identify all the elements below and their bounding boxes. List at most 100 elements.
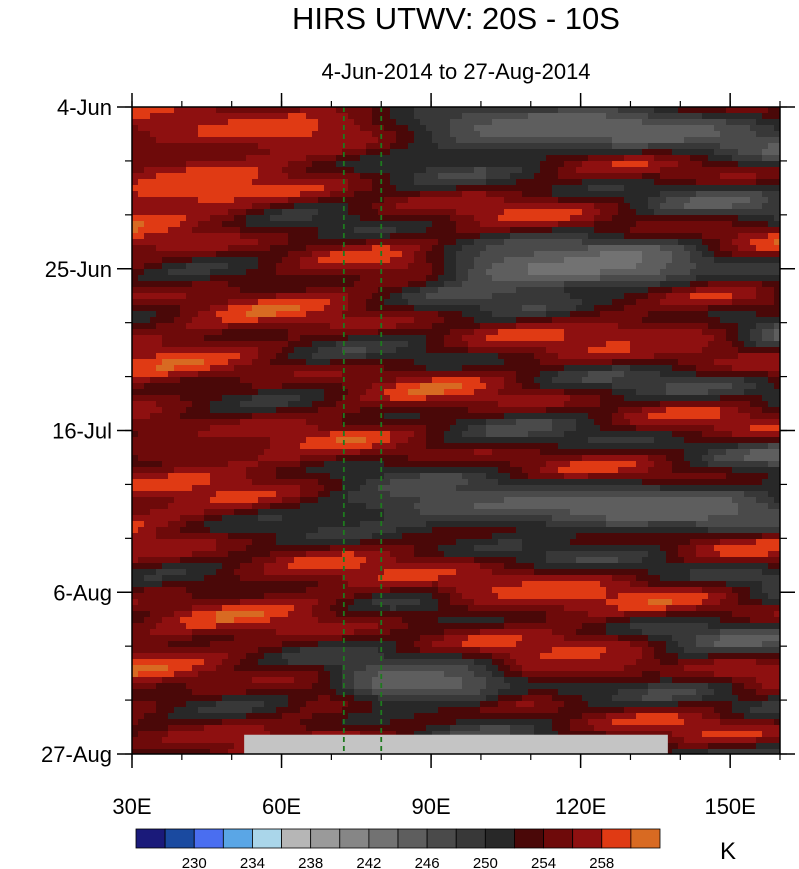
field-cell: [276, 329, 283, 336]
field-cell: [456, 287, 463, 294]
field-cell: [186, 257, 193, 264]
field-cell: [678, 161, 685, 168]
field-cell: [192, 365, 199, 372]
field-cell: [750, 239, 757, 246]
field-cell: [750, 197, 757, 204]
field-cell: [468, 347, 475, 354]
field-cell: [660, 197, 667, 204]
field-cell: [732, 329, 739, 336]
field-cell: [594, 371, 601, 378]
field-cell: [336, 185, 343, 192]
field-cell: [138, 191, 145, 198]
field-cell: [330, 263, 337, 270]
field-cell: [720, 245, 727, 252]
field-cell: [438, 275, 445, 282]
field-cell: [312, 227, 319, 234]
field-cell: [642, 371, 649, 378]
field-cell: [492, 329, 499, 336]
field-cell: [492, 221, 499, 228]
field-cell: [390, 341, 397, 348]
field-cell: [756, 131, 763, 138]
field-cell: [552, 365, 559, 372]
field-cell: [630, 263, 637, 270]
field-cell: [768, 209, 775, 216]
field-cell: [360, 329, 367, 336]
field-cell: [660, 137, 667, 144]
field-cell: [666, 347, 673, 354]
field-cell: [534, 323, 541, 330]
field-cell: [738, 311, 745, 318]
field-cell: [342, 173, 349, 180]
field-cell: [432, 179, 439, 186]
field-cell: [672, 191, 679, 198]
field-cell: [228, 257, 235, 264]
field-cell: [270, 299, 277, 306]
field-cell: [306, 137, 313, 144]
field-cell: [438, 347, 445, 354]
field-cell: [666, 317, 673, 324]
field-cell: [174, 329, 181, 336]
field-cell: [528, 371, 535, 378]
field-cell: [630, 257, 637, 264]
field-cell: [294, 341, 301, 348]
field-cell: [162, 227, 169, 234]
field-cell: [504, 173, 511, 180]
field-cell: [132, 341, 139, 348]
field-cell: [156, 179, 163, 186]
field-cell: [564, 323, 571, 330]
field-cell: [702, 335, 709, 342]
field-cell: [612, 347, 619, 354]
field-cell: [714, 257, 721, 264]
field-cell: [336, 203, 343, 210]
field-cell: [384, 311, 391, 318]
field-cell: [756, 365, 763, 372]
field-cell: [180, 149, 187, 156]
field-cell: [486, 203, 493, 210]
field-cell: [372, 233, 379, 240]
field-cell: [456, 221, 463, 228]
field-cell: [306, 107, 313, 114]
field-cell: [504, 113, 511, 120]
field-cell: [378, 155, 385, 162]
field-cell: [150, 113, 157, 120]
field-cell: [402, 167, 409, 174]
field-cell: [744, 233, 751, 240]
field-cell: [216, 323, 223, 330]
field-cell: [480, 185, 487, 192]
field-cell: [624, 227, 631, 234]
field-cell: [576, 197, 583, 204]
field-cell: [354, 257, 361, 264]
field-cell: [756, 281, 763, 288]
field-cell: [168, 143, 175, 150]
field-cell: [600, 377, 607, 384]
field-cell: [510, 251, 517, 258]
field-cell: [348, 245, 355, 252]
field-cell: [276, 257, 283, 264]
field-cell: [372, 359, 379, 366]
field-cell: [240, 119, 247, 126]
field-cell: [150, 179, 157, 186]
field-cell: [672, 233, 679, 240]
field-cell: [606, 131, 613, 138]
field-cell: [576, 179, 583, 186]
field-cell: [132, 251, 139, 258]
field-cell: [582, 329, 589, 336]
field-cell: [588, 197, 595, 204]
field-cell: [540, 119, 547, 126]
field-cell: [708, 113, 715, 120]
field-cell: [588, 251, 595, 258]
field-cell: [180, 365, 187, 372]
field-cell: [594, 215, 601, 222]
field-cell: [408, 281, 415, 288]
field-cell: [282, 275, 289, 282]
field-cell: [540, 227, 547, 234]
field-cell: [444, 281, 451, 288]
field-cell: [210, 275, 217, 282]
field-cell: [648, 203, 655, 210]
field-cell: [684, 299, 691, 306]
field-cell: [744, 155, 751, 162]
field-cell: [312, 365, 319, 372]
field-cell: [342, 323, 349, 330]
field-cell: [372, 155, 379, 162]
field-cell: [240, 149, 247, 156]
